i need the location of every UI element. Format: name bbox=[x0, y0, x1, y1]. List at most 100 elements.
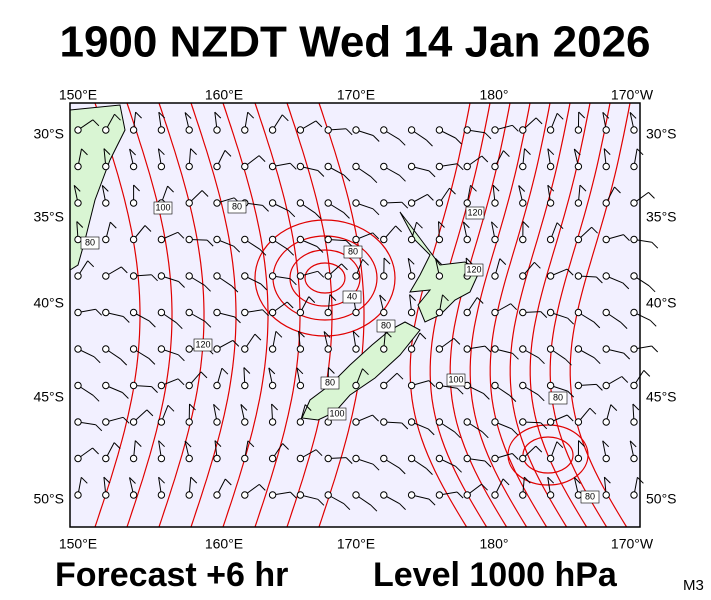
barb-flag bbox=[158, 148, 165, 156]
barb-station bbox=[324, 162, 332, 171]
barb-flag bbox=[345, 457, 353, 464]
barb-station bbox=[435, 381, 444, 390]
contour-label-box bbox=[464, 263, 484, 277]
barb-station bbox=[630, 126, 638, 134]
barb-station bbox=[407, 272, 416, 280]
barb-station bbox=[519, 126, 527, 134]
barb-station bbox=[268, 162, 277, 171]
barb-station bbox=[435, 454, 444, 463]
barb-flag bbox=[512, 124, 519, 132]
barb-flag bbox=[399, 503, 406, 511]
barb-flag bbox=[372, 463, 380, 471]
contour-label: 80 bbox=[325, 377, 335, 387]
barb-station bbox=[630, 162, 638, 171]
isobar bbox=[286, 102, 333, 528]
barb-flag bbox=[175, 322, 183, 330]
barb-flag bbox=[231, 285, 239, 293]
barb-flag bbox=[535, 117, 543, 125]
barb-station bbox=[491, 381, 499, 390]
barb-flag bbox=[144, 225, 152, 232]
lon-label-bottom: 180° bbox=[480, 536, 509, 552]
barb-flag bbox=[470, 184, 477, 192]
lon-label-bottom: 160°E bbox=[205, 536, 243, 552]
barb-station bbox=[352, 162, 360, 171]
barb-flag bbox=[190, 476, 198, 484]
barb-station bbox=[491, 162, 499, 171]
barb-flag bbox=[547, 184, 555, 192]
barb-flag bbox=[189, 403, 196, 411]
barb-station bbox=[241, 308, 249, 317]
barb-station bbox=[546, 454, 555, 463]
barb-station bbox=[574, 381, 583, 390]
barb-flag bbox=[120, 266, 128, 274]
barb-flag bbox=[247, 111, 255, 119]
barb-station bbox=[407, 308, 416, 317]
contour-label-box bbox=[548, 391, 568, 405]
barb-station bbox=[241, 162, 249, 171]
barb-flag bbox=[395, 225, 402, 233]
barb-station bbox=[435, 235, 444, 244]
barb-flag bbox=[214, 440, 222, 447]
barb-station bbox=[352, 454, 360, 463]
barb-flag bbox=[491, 221, 498, 229]
barb-station bbox=[630, 235, 638, 244]
barb-station bbox=[546, 308, 555, 317]
barb-station bbox=[602, 381, 610, 390]
barb-station bbox=[407, 418, 416, 426]
barb-flag bbox=[372, 232, 380, 240]
barb-flag bbox=[372, 414, 379, 422]
barb-flag bbox=[317, 170, 325, 177]
barb-station bbox=[213, 199, 221, 207]
barb-flag bbox=[268, 367, 276, 375]
barb-station bbox=[74, 308, 82, 317]
barb-station bbox=[268, 126, 277, 134]
lon-label-bottom: 170°E bbox=[337, 536, 375, 552]
barb-flag bbox=[289, 162, 297, 170]
barb-flag bbox=[76, 221, 84, 228]
barb-station bbox=[213, 272, 221, 280]
barb-station bbox=[185, 345, 193, 353]
barb-flag bbox=[643, 370, 651, 377]
barb-flag bbox=[537, 394, 545, 402]
barb-flag bbox=[316, 246, 324, 253]
contour-label: 120 bbox=[195, 339, 210, 349]
barb-flag bbox=[362, 368, 369, 376]
barb-station bbox=[213, 235, 221, 244]
barb-station bbox=[102, 162, 110, 171]
barb-station bbox=[157, 126, 166, 134]
lon-label-top: 180° bbox=[480, 87, 509, 103]
barb-flag bbox=[146, 409, 154, 417]
barb-station bbox=[630, 199, 638, 207]
barb-flag bbox=[398, 138, 406, 146]
barb-flag bbox=[449, 187, 456, 195]
barb-flag bbox=[621, 376, 629, 383]
barb-station bbox=[519, 272, 527, 280]
barb-station bbox=[519, 454, 527, 463]
barb-station bbox=[324, 272, 332, 280]
contours bbox=[94, 102, 631, 528]
barb-station bbox=[574, 272, 583, 280]
barb-flag bbox=[103, 148, 111, 155]
barb-flag bbox=[167, 404, 175, 412]
barb-station bbox=[463, 308, 471, 317]
isobar bbox=[409, 102, 471, 528]
barb-station bbox=[630, 308, 638, 317]
barb-station bbox=[324, 345, 332, 353]
barb-station bbox=[574, 162, 583, 171]
barb-flag bbox=[454, 431, 461, 439]
barb-station bbox=[268, 345, 277, 353]
barb-station bbox=[435, 272, 444, 280]
barb-station bbox=[241, 491, 249, 499]
barb-station bbox=[213, 491, 221, 499]
barb-flag bbox=[362, 258, 369, 266]
barb-flag bbox=[556, 441, 564, 449]
barb-flag bbox=[370, 504, 378, 512]
barb-flag bbox=[502, 478, 510, 486]
barb-flag bbox=[372, 208, 380, 216]
barb-station bbox=[491, 126, 499, 134]
barb-flag bbox=[567, 317, 575, 325]
barb-station bbox=[324, 199, 332, 207]
contour-label-box bbox=[446, 373, 466, 387]
barb-station bbox=[574, 126, 583, 134]
barb-flag bbox=[93, 356, 101, 364]
